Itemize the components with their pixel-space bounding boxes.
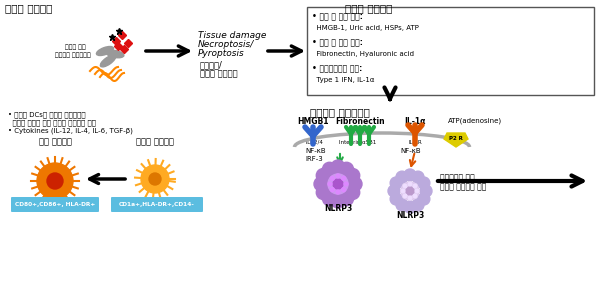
Text: 세균유래 외부인자군: 세균유래 외부인자군 [55,52,91,58]
Circle shape [346,169,360,182]
Circle shape [348,177,362,191]
Text: 성숙 가지세포: 성숙 가지세포 [39,137,72,146]
Circle shape [37,163,73,199]
Circle shape [323,162,337,176]
Circle shape [336,174,340,178]
FancyBboxPatch shape [111,197,203,212]
Circle shape [420,185,432,197]
Circle shape [388,185,400,197]
Text: NF-κB: NF-κB [305,148,326,154]
Text: • 세포 외 기질 유래:: • 세포 외 기질 유래: [312,38,363,47]
Text: 염증매개자 증가: 염증매개자 증가 [440,173,475,182]
Circle shape [333,179,343,189]
Text: • 숙주면역반응 유래:: • 숙주면역반응 유래: [312,64,362,73]
Text: IL-1R: IL-1R [408,140,422,145]
Circle shape [396,199,408,211]
Circle shape [340,162,353,176]
Circle shape [396,171,408,183]
Text: ATP(adenosine): ATP(adenosine) [448,117,502,123]
Text: 미성숙 가지세포: 미성숙 가지세포 [136,137,174,146]
Text: NLRP3: NLRP3 [396,211,424,220]
Circle shape [342,188,346,192]
Circle shape [342,176,346,180]
Text: 염증성 세포죽음 증가: 염증성 세포죽음 증가 [440,182,486,191]
Text: 염증성 세포죽음: 염증성 세포죽음 [200,69,238,78]
Ellipse shape [106,50,124,58]
Circle shape [336,190,340,194]
Circle shape [331,194,345,208]
Text: • 증가된 DCs의 성숙은 치주환경의: • 증가된 DCs의 성숙은 치주환경의 [8,111,85,118]
Text: Necroptosis/: Necroptosis/ [198,40,254,49]
Text: 조직손상/: 조직손상/ [200,60,223,69]
Text: CD1a+,HLA-DR+,CD14-: CD1a+,HLA-DR+,CD14- [119,202,195,207]
Text: 병원성 세균: 병원성 세균 [65,44,85,50]
Text: Fibronectin: Fibronectin [335,117,385,126]
Text: IL-1α: IL-1α [405,117,426,126]
Circle shape [316,185,330,199]
Circle shape [415,189,419,193]
Circle shape [328,174,348,194]
Text: NLRP3: NLRP3 [324,204,352,213]
Ellipse shape [101,55,116,67]
Circle shape [413,194,417,198]
FancyBboxPatch shape [11,197,99,212]
Circle shape [340,192,353,206]
Circle shape [390,193,402,205]
Text: Tissue damage: Tissue damage [198,31,266,40]
Text: 염증증폭 신호전달계: 염증증폭 신호전달계 [310,107,370,117]
Circle shape [330,188,334,192]
Circle shape [331,160,345,174]
Circle shape [47,173,63,189]
Circle shape [413,184,417,188]
Circle shape [344,182,348,186]
Text: IRF-3: IRF-3 [305,156,323,162]
Text: 외인성 위험신호: 외인성 위험신호 [5,3,52,13]
Text: TLR2/4: TLR2/4 [303,140,323,145]
Circle shape [418,177,430,189]
FancyBboxPatch shape [307,7,594,95]
Circle shape [316,169,330,182]
Circle shape [403,184,407,188]
Circle shape [323,192,337,206]
Circle shape [141,165,169,193]
Circle shape [412,171,424,183]
Circle shape [403,194,407,198]
Text: • Cytokines (IL-12, IL-4, IL-6, TGF-β): • Cytokines (IL-12, IL-4, IL-6, TGF-β) [8,127,133,133]
Text: HMGB-1, Uric acid, HSPs, ATP: HMGB-1, Uric acid, HSPs, ATP [312,25,419,31]
Circle shape [390,177,402,189]
Circle shape [314,177,328,191]
Circle shape [149,173,161,185]
Text: Fibronectin, Hyaluronic acid: Fibronectin, Hyaluronic acid [312,51,414,57]
Text: Integrin α5β1: Integrin α5β1 [340,140,377,145]
Text: Type 1 IFN, IL-1α: Type 1 IFN, IL-1α [312,77,374,83]
Circle shape [412,199,424,211]
Circle shape [328,182,332,186]
Text: 내인성 위험신호: 내인성 위험신호 [345,3,393,13]
Circle shape [408,182,412,186]
Circle shape [346,185,360,199]
Text: 항상성 파괴로 인한 과도한 염증반응 증가: 항상성 파괴로 인한 과도한 염증반응 증가 [8,119,96,126]
Circle shape [404,169,416,181]
Text: P2 R: P2 R [449,137,463,141]
Text: NF-κB: NF-κB [400,148,421,154]
Text: • 세포 내 물질 유래:: • 세포 내 물질 유래: [312,12,363,21]
Text: CD80+,CD86+, HLA-DR+: CD80+,CD86+, HLA-DR+ [15,202,95,207]
Text: HMGB1: HMGB1 [297,117,329,126]
Circle shape [418,193,430,205]
Text: Pyroptosis: Pyroptosis [198,49,245,58]
Circle shape [406,187,414,195]
Polygon shape [444,133,468,147]
Circle shape [408,196,412,200]
Circle shape [401,189,405,193]
Ellipse shape [96,47,114,56]
Circle shape [330,176,334,180]
Circle shape [404,201,416,213]
Circle shape [401,182,419,200]
